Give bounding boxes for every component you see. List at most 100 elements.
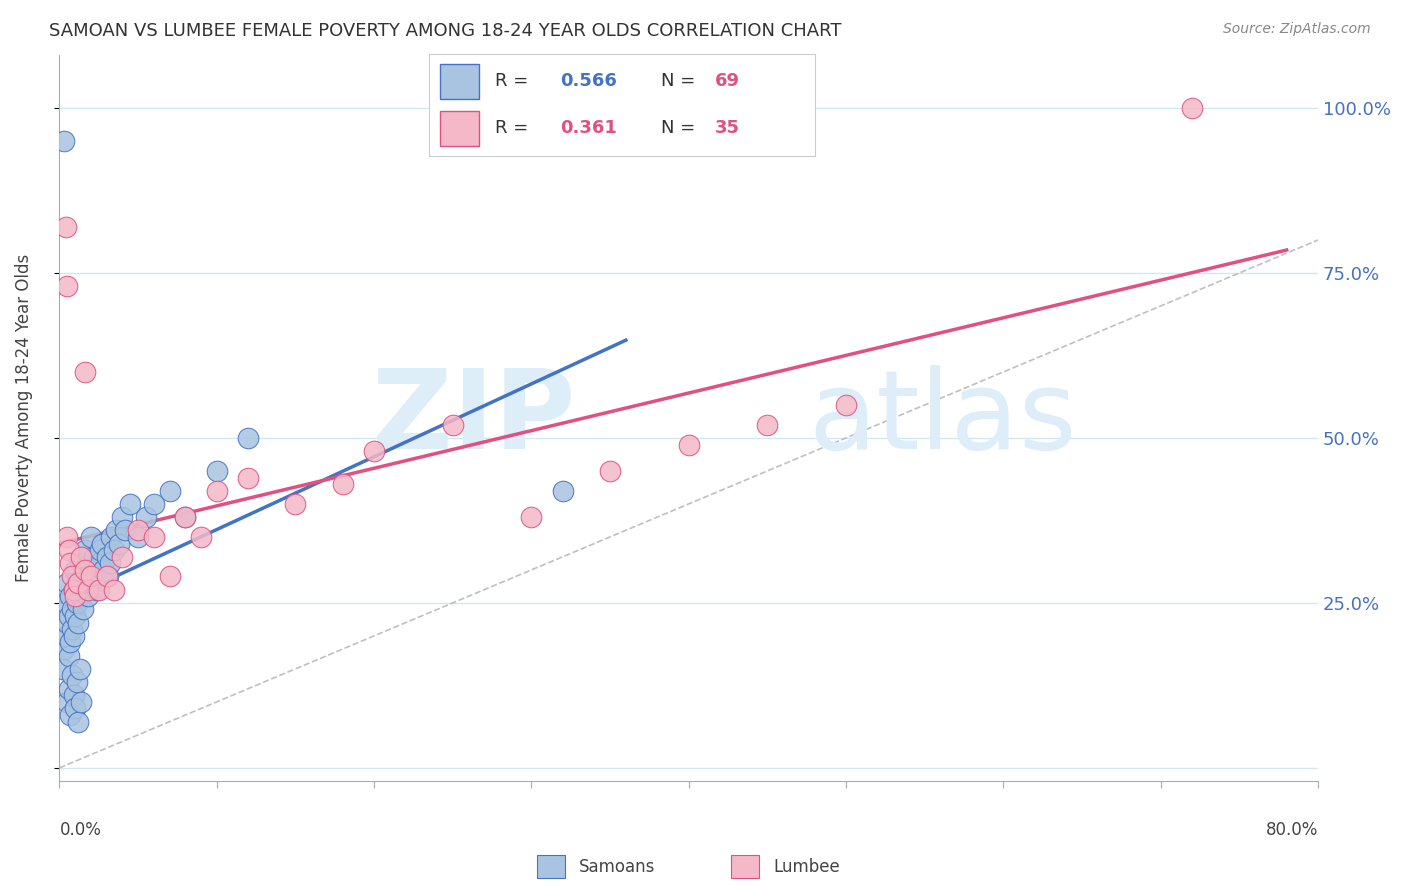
Point (835, 398, 858, 412)
Point (51, 662, 73, 676)
Point (159, 569, 181, 583)
Point (284, 497, 307, 511)
Point (332, 477, 354, 491)
Point (60, 622, 83, 636)
Point (55, 596, 77, 610)
Text: 0.361: 0.361 (561, 120, 617, 137)
Point (80, 530, 103, 544)
Point (75, 563, 97, 577)
Point (174, 510, 197, 524)
Point (127, 530, 149, 544)
Point (120, 497, 142, 511)
Point (97, 569, 120, 583)
Point (76, 582, 98, 597)
Point (55, 219, 77, 234)
Point (79, 569, 101, 583)
Point (59, 635, 82, 649)
Point (76, 589, 98, 603)
Point (53, 134, 76, 148)
Point (159, 483, 181, 498)
Point (83, 549, 105, 564)
Point (100, 530, 122, 544)
Point (174, 510, 197, 524)
Point (238, 470, 260, 484)
Point (58, 648, 80, 663)
Point (73, 563, 96, 577)
Point (59, 557, 82, 571)
Text: N =: N = (661, 120, 695, 137)
Point (70, 582, 93, 597)
Text: 69: 69 (716, 72, 740, 90)
Point (56, 695, 79, 709)
Point (111, 510, 134, 524)
Point (1181, 101, 1204, 115)
Text: 80.0%: 80.0% (1265, 821, 1319, 839)
Point (59, 589, 82, 603)
Point (86, 582, 108, 597)
Point (67, 569, 90, 583)
Point (58, 609, 80, 624)
Point (599, 464, 621, 478)
Point (89, 543, 111, 558)
Point (205, 464, 228, 478)
Point (66, 675, 89, 690)
Point (105, 524, 128, 538)
Point (520, 510, 543, 524)
Point (56, 530, 79, 544)
Point (63, 701, 86, 715)
Text: R =: R = (495, 120, 527, 137)
Text: Samoans: Samoans (579, 858, 655, 876)
Point (63, 589, 86, 603)
Point (67, 615, 90, 630)
Point (69, 662, 91, 676)
Point (82, 576, 104, 591)
Point (135, 510, 157, 524)
Point (58, 681, 80, 696)
Point (96, 549, 118, 564)
Text: 35: 35 (716, 120, 740, 137)
Point (73, 365, 96, 379)
Point (87, 582, 110, 597)
Point (114, 524, 136, 538)
Text: R =: R = (495, 72, 527, 90)
Point (73, 543, 96, 558)
Point (678, 437, 700, 451)
Point (62, 582, 84, 597)
Point (190, 530, 212, 544)
Point (66, 596, 89, 610)
Point (73, 576, 96, 591)
Point (63, 609, 86, 624)
Point (72, 549, 94, 564)
Point (111, 549, 134, 564)
Point (60, 569, 83, 583)
FancyBboxPatch shape (440, 111, 479, 145)
Point (238, 431, 260, 445)
Point (142, 530, 165, 544)
Point (60, 668, 83, 682)
Point (67, 576, 90, 591)
Point (62, 688, 84, 702)
Text: N =: N = (661, 72, 695, 90)
Point (56, 576, 79, 591)
Point (70, 549, 93, 564)
Point (69, 589, 91, 603)
Point (66, 576, 89, 591)
Point (59, 708, 82, 723)
Text: Source: ZipAtlas.com: Source: ZipAtlas.com (1223, 22, 1371, 37)
Text: Lumbee: Lumbee (773, 858, 839, 876)
Point (108, 536, 131, 550)
Point (93, 563, 115, 577)
Text: SAMOAN VS LUMBEE FEMALE POVERTY AMONG 18-24 YEAR OLDS CORRELATION CHART: SAMOAN VS LUMBEE FEMALE POVERTY AMONG 18… (49, 22, 842, 40)
Point (103, 582, 125, 597)
Point (56, 615, 79, 630)
Point (53, 642, 76, 657)
Point (69, 557, 91, 571)
FancyBboxPatch shape (440, 64, 479, 99)
Point (87, 557, 110, 571)
Point (142, 497, 165, 511)
Point (363, 444, 385, 458)
Point (80, 569, 103, 583)
Text: atlas: atlas (808, 365, 1077, 472)
Point (90, 536, 112, 550)
Point (70, 695, 93, 709)
